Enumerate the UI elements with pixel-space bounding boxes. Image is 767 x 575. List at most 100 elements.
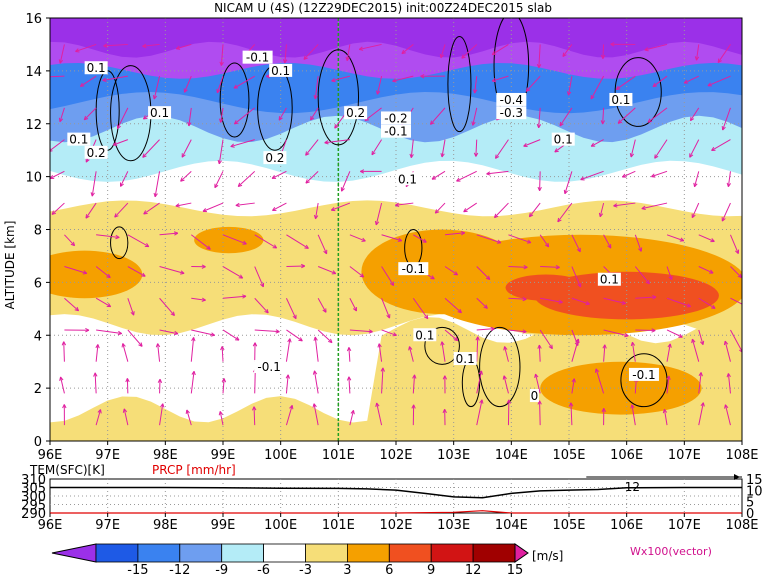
wind-vector xyxy=(285,298,297,320)
wind-vector xyxy=(440,139,446,158)
wind-vector xyxy=(218,411,224,426)
wind-vector xyxy=(463,202,478,213)
contour-line xyxy=(219,62,250,138)
surface-x-tick-label: 98E xyxy=(153,518,178,533)
wind-vector xyxy=(600,107,606,125)
wind-vector xyxy=(662,408,668,426)
wind-vector xyxy=(331,75,350,83)
contour-label: 0.1 xyxy=(150,106,169,120)
contour-label-bg xyxy=(597,272,621,286)
contour-label: -0.4 xyxy=(500,93,523,107)
wind-vector xyxy=(571,234,581,253)
wind-vector xyxy=(376,76,383,95)
wind-vector xyxy=(562,44,573,58)
contour-label: 0.2 xyxy=(265,151,284,165)
wind-vector xyxy=(346,376,352,394)
x-tick-label: 96E xyxy=(38,448,63,463)
wind-vector xyxy=(219,44,224,66)
wind-vector xyxy=(730,234,740,254)
colorbar-tick-label: -9 xyxy=(215,563,228,575)
wind-vector xyxy=(190,234,211,250)
wind-vector xyxy=(536,107,542,129)
wind-vector xyxy=(411,404,416,426)
x-tick-label: 105E xyxy=(552,448,585,463)
wind-vector xyxy=(401,44,414,55)
wind-vector xyxy=(621,170,636,178)
wind-vector xyxy=(191,297,206,302)
contour-line xyxy=(614,57,662,127)
wind-vector xyxy=(286,329,303,342)
wind-vector xyxy=(90,171,97,197)
wind-vector xyxy=(537,171,542,191)
wind-vector xyxy=(252,342,258,362)
wind-vector xyxy=(272,202,287,211)
wind-vector xyxy=(641,202,668,211)
wind-vector xyxy=(61,341,67,362)
contour-label-bg xyxy=(67,132,91,146)
temperature-tick-label: 305 xyxy=(21,482,46,497)
wind-vector xyxy=(557,202,573,223)
x-tick-label: 101E xyxy=(322,448,355,463)
wind-vector xyxy=(217,139,224,165)
precip-tick-label: 0 xyxy=(746,507,754,522)
wind-vector xyxy=(491,44,509,56)
wind-vector xyxy=(534,373,541,394)
colorbar-swatch xyxy=(263,543,306,563)
colorbar-swatch xyxy=(221,543,264,563)
colorbar-tick-label: -6 xyxy=(257,563,270,575)
wind-vector xyxy=(377,343,383,362)
wind-vector xyxy=(493,202,509,219)
contour-label: 0.1 xyxy=(271,64,290,78)
contour-label: -0.2 xyxy=(384,111,407,125)
wind-vector xyxy=(539,234,550,248)
wind-vector xyxy=(191,264,206,269)
wind-vector xyxy=(726,171,732,187)
wind-vector xyxy=(216,76,224,94)
wind-vector xyxy=(613,202,636,208)
main-axes: 96E 97E 98E 99E 100E 101E 102E 103E 104E 105E 106E… xyxy=(25,12,758,463)
wind-vector xyxy=(717,44,731,63)
wind-vector xyxy=(114,202,129,218)
precip-tick-label: 15 xyxy=(746,473,763,488)
colorbar-swatch xyxy=(95,543,139,563)
wind-vector xyxy=(286,234,309,249)
wind-vector xyxy=(83,107,97,121)
wind-vector xyxy=(444,230,466,236)
wind-vector xyxy=(689,139,700,158)
wind-vector xyxy=(666,266,673,281)
wind-vector xyxy=(159,231,179,236)
wind-vector xyxy=(95,297,112,308)
wind-vector xyxy=(230,139,255,148)
wind-vector xyxy=(666,329,683,338)
surface-x-tick-label: 97E xyxy=(95,518,120,533)
wind-vector xyxy=(721,202,731,222)
vector-layer xyxy=(50,42,742,426)
wind-vector xyxy=(59,376,65,394)
wind-vector xyxy=(475,336,480,362)
wind-vector xyxy=(392,75,414,83)
wind-vector xyxy=(566,76,573,96)
wind-vector xyxy=(175,202,192,208)
wind-vector xyxy=(233,107,256,125)
wind-vector xyxy=(634,234,643,252)
colorbar-swatch xyxy=(305,543,348,563)
contour-line xyxy=(110,226,129,260)
wind-vector xyxy=(349,266,365,278)
contour-label-bg xyxy=(413,328,437,342)
grid-layer xyxy=(50,18,742,441)
wind-vector xyxy=(64,297,80,312)
colorbar-tick-label: 3 xyxy=(343,563,351,575)
wind-vector xyxy=(444,329,459,342)
contour-label-bg xyxy=(269,63,293,77)
wind-vector xyxy=(471,107,478,126)
colorbar-tick-label: -3 xyxy=(299,563,312,575)
wind-vector xyxy=(431,170,446,180)
y-tick-label: 4 xyxy=(34,329,42,344)
colorbar-swatch xyxy=(472,543,516,563)
wind-vector xyxy=(143,202,160,215)
colorbar-tick-label: -15 xyxy=(127,563,148,575)
surface-x-tick-label: 102E xyxy=(379,518,412,533)
wind-vector xyxy=(313,336,319,362)
wind-vector xyxy=(559,107,573,127)
wind-vector xyxy=(603,329,629,338)
